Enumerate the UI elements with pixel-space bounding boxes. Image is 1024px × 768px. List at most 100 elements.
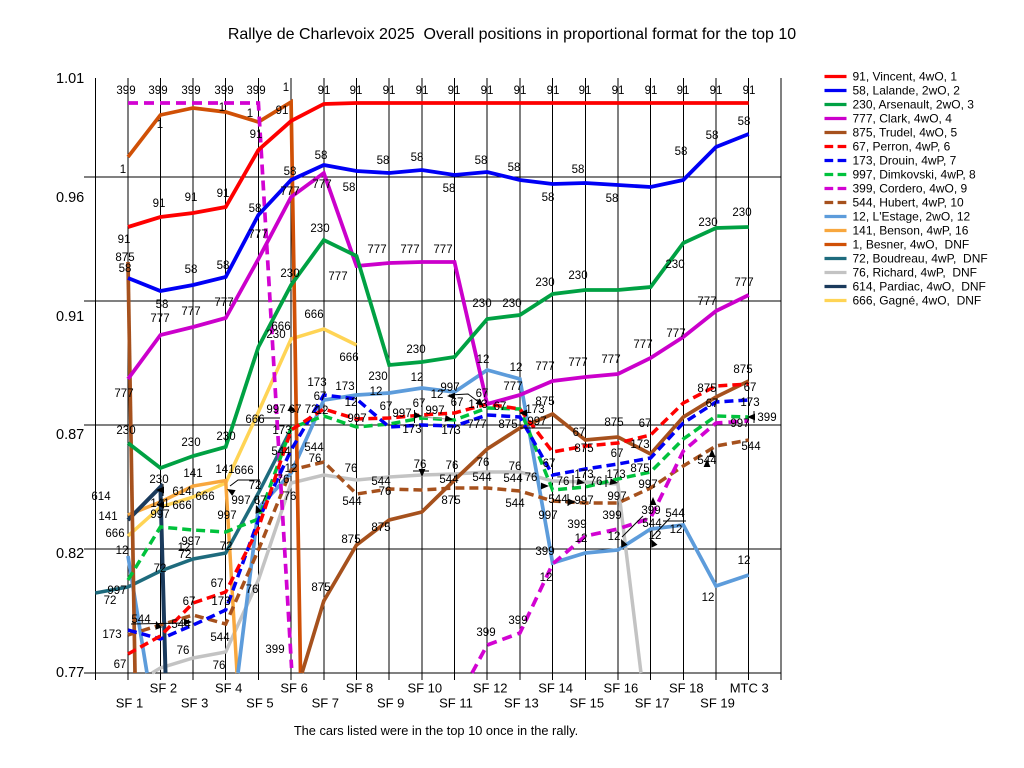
svg-text:544: 544 xyxy=(503,473,523,485)
svg-text:67: 67 xyxy=(744,382,757,394)
svg-text:141: 141 xyxy=(215,464,234,476)
svg-text:72, Boudreau, 4wP, DNF: 72, Boudreau, 4wP, DNF xyxy=(853,252,988,266)
svg-text:230: 230 xyxy=(568,270,587,282)
svg-text:230: 230 xyxy=(502,298,521,310)
svg-text:1: 1 xyxy=(157,119,163,131)
svg-text:12: 12 xyxy=(431,389,444,401)
svg-text:614: 614 xyxy=(172,486,192,498)
svg-text:666: 666 xyxy=(304,309,323,321)
svg-text:173: 173 xyxy=(574,469,593,481)
svg-text:875: 875 xyxy=(604,417,623,429)
svg-text:875: 875 xyxy=(733,364,752,376)
svg-text:91: 91 xyxy=(350,85,363,97)
svg-text:997: 997 xyxy=(217,510,236,522)
svg-text:67, Perron, 4wP, 6: 67, Perron, 4wP, 6 xyxy=(853,140,951,154)
svg-text:76: 76 xyxy=(509,461,522,473)
svg-text:0.82: 0.82 xyxy=(56,546,84,562)
svg-text:67: 67 xyxy=(543,458,556,470)
svg-text:875: 875 xyxy=(535,396,554,408)
svg-text:76: 76 xyxy=(284,491,297,503)
svg-text:777: 777 xyxy=(467,419,486,431)
svg-text:91, Vincent, 4wO, 1: 91, Vincent, 4wO, 1 xyxy=(853,70,958,84)
svg-text:91: 91 xyxy=(276,105,289,117)
svg-text:67: 67 xyxy=(114,659,127,671)
svg-text:76: 76 xyxy=(246,584,259,596)
svg-text:SF 14: SF 14 xyxy=(538,681,573,696)
svg-text:173: 173 xyxy=(102,629,121,641)
svg-text:SF 17: SF 17 xyxy=(635,696,670,711)
svg-text:614: 614 xyxy=(91,491,111,503)
svg-text:997: 997 xyxy=(425,405,444,417)
svg-text:12: 12 xyxy=(316,405,329,417)
svg-text:875, Trudel, 4wO, 5: 875, Trudel, 4wO, 5 xyxy=(853,126,958,140)
svg-text:777: 777 xyxy=(734,277,753,289)
svg-text:1, Besner, 4wO, DNF: 1, Besner, 4wO, DNF xyxy=(853,238,970,252)
svg-text:58: 58 xyxy=(185,264,198,276)
svg-text:777: 777 xyxy=(150,313,169,325)
svg-text:777: 777 xyxy=(633,339,652,351)
svg-text:SF 6: SF 6 xyxy=(280,681,307,696)
svg-text:58: 58 xyxy=(156,299,169,311)
svg-text:777: 777 xyxy=(535,361,554,373)
svg-text:67: 67 xyxy=(611,448,624,460)
svg-text:SF 9: SF 9 xyxy=(377,696,404,711)
svg-text:399: 399 xyxy=(535,546,554,558)
svg-text:SF 12: SF 12 xyxy=(473,681,508,696)
svg-text:58: 58 xyxy=(542,192,555,204)
svg-text:141: 141 xyxy=(98,511,117,523)
svg-text:399: 399 xyxy=(641,505,660,517)
svg-text:777: 777 xyxy=(328,271,347,283)
svg-text:67: 67 xyxy=(706,398,719,410)
svg-text:1: 1 xyxy=(120,164,126,176)
svg-text:0.87: 0.87 xyxy=(56,427,84,443)
svg-text:230: 230 xyxy=(280,268,299,280)
svg-text:91: 91 xyxy=(250,129,263,141)
svg-text:76: 76 xyxy=(557,476,570,488)
svg-text:12, L'Estage, 2wO, 12: 12, L'Estage, 2wO, 12 xyxy=(853,210,971,224)
svg-text:76: 76 xyxy=(309,453,322,465)
svg-text:SF 13: SF 13 xyxy=(504,696,539,711)
svg-text:58: 58 xyxy=(284,166,297,178)
svg-text:666: 666 xyxy=(172,500,191,512)
svg-text:91: 91 xyxy=(318,85,331,97)
svg-text:230: 230 xyxy=(181,437,200,449)
svg-text:91: 91 xyxy=(481,85,494,97)
svg-text:777: 777 xyxy=(312,179,331,191)
svg-text:544: 544 xyxy=(371,476,391,488)
svg-text:72: 72 xyxy=(179,549,192,561)
svg-text:230: 230 xyxy=(732,207,751,219)
svg-text:58: 58 xyxy=(443,183,456,195)
svg-text:997: 997 xyxy=(150,509,169,521)
svg-text:544, Hubert, 4wP, 10: 544, Hubert, 4wP, 10 xyxy=(853,196,965,210)
svg-text:58: 58 xyxy=(738,116,751,128)
svg-text:230: 230 xyxy=(406,344,425,356)
svg-text:399, Cordero, 4wO, 9: 399, Cordero, 4wO, 9 xyxy=(853,182,968,196)
svg-text:777: 777 xyxy=(697,296,716,308)
svg-text:173: 173 xyxy=(525,404,544,416)
svg-text:173: 173 xyxy=(402,424,421,436)
svg-text:12: 12 xyxy=(178,542,191,554)
svg-text:0.91: 0.91 xyxy=(56,309,84,325)
svg-text:777: 777 xyxy=(400,244,419,256)
svg-text:875: 875 xyxy=(371,522,390,534)
svg-text:399: 399 xyxy=(116,85,135,97)
svg-text:12: 12 xyxy=(649,530,662,542)
svg-text:230: 230 xyxy=(368,371,387,383)
svg-text:997: 997 xyxy=(538,510,557,522)
svg-text:12: 12 xyxy=(738,555,751,567)
svg-text:67: 67 xyxy=(314,391,327,403)
svg-text:875: 875 xyxy=(630,463,649,475)
svg-text:91: 91 xyxy=(579,85,592,97)
svg-text:399: 399 xyxy=(757,412,776,424)
svg-text:666: 666 xyxy=(245,414,264,426)
svg-text:72: 72 xyxy=(104,595,117,607)
svg-text:0.77: 0.77 xyxy=(56,665,84,681)
svg-text:58: 58 xyxy=(508,162,521,174)
svg-text:230: 230 xyxy=(216,431,235,443)
svg-text:997, Dimkovski, 4wP, 8: 997, Dimkovski, 4wP, 8 xyxy=(853,168,976,182)
svg-text:76: 76 xyxy=(446,460,459,472)
svg-text:399: 399 xyxy=(214,85,233,97)
svg-text:76: 76 xyxy=(590,476,603,488)
svg-text:91: 91 xyxy=(710,85,723,97)
svg-text:173: 173 xyxy=(606,469,625,481)
